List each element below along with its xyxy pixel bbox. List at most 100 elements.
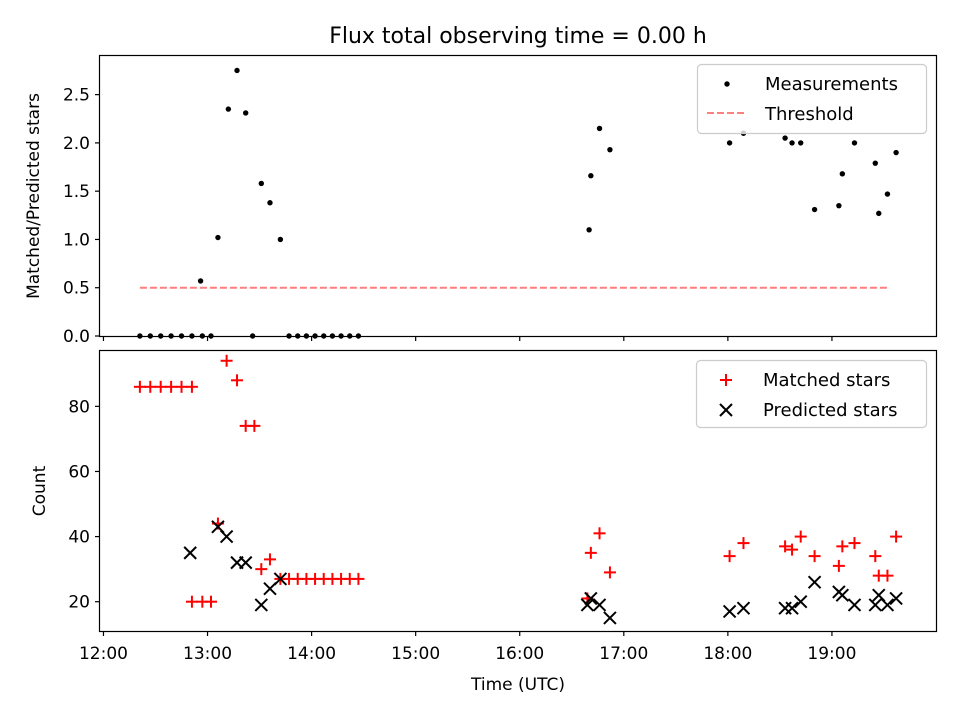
bottom-y-tick-label: 20 (68, 593, 90, 613)
matched-star-point (255, 563, 268, 576)
top-axes-frame (98, 54, 938, 338)
measurement-point (884, 191, 891, 197)
measurement-point (197, 278, 204, 284)
predicted-star-point (592, 598, 607, 612)
bottom-marks (133, 354, 903, 625)
predicted-star-point (722, 604, 737, 619)
bottom-y-tick-label: 80 (68, 397, 90, 417)
legend-matched-label: Matched stars (763, 370, 890, 391)
measurement-point (596, 125, 603, 132)
predicted-star-point (183, 546, 197, 560)
predicted-star-point (238, 555, 253, 570)
matched-star-point (220, 354, 233, 367)
predicted-star-point (584, 591, 598, 606)
predicted-star-point (794, 594, 808, 609)
measurement-point (607, 146, 613, 153)
measurement-point (242, 110, 249, 116)
matched-star-point (231, 374, 244, 387)
bottom-x-tick-label: 14:00 (287, 644, 336, 664)
matched-star-point (779, 540, 792, 553)
predicted-star-point (273, 572, 288, 586)
bottom-legend-box (695, 359, 928, 429)
matched-star-point (832, 559, 845, 572)
matched-star-point (165, 380, 178, 393)
measurement-point (851, 140, 858, 146)
matched-star-point (584, 546, 597, 559)
measurement-point (215, 234, 221, 241)
legend-threshold-label: Threshold (764, 104, 854, 125)
predicted-star-point (880, 598, 895, 612)
matched-star-point (786, 543, 799, 556)
predicted-star-point (254, 598, 269, 612)
top-y-tick-label: 1.5 (63, 182, 90, 202)
bottom-y-ticks: 20 40 60 80 (68, 397, 100, 613)
predicted-star-point (736, 601, 751, 615)
matched-star-point (205, 595, 218, 608)
matched-star-point (352, 572, 365, 585)
measurement-point (726, 140, 733, 146)
matched-star-point (144, 380, 157, 393)
top-y-tick-label: 0.5 (63, 279, 90, 299)
top-y-tick-label: 0.0 (63, 327, 90, 347)
legend-predicted-label: Predicted stars (763, 400, 897, 421)
bottom-x-tick-label: 17:00 (599, 644, 648, 664)
predicted-star-point (603, 611, 617, 625)
bottom-x-tick-label: 13:00 (183, 644, 232, 664)
measurement-point (782, 135, 788, 141)
matched-star-point (154, 380, 167, 393)
top-y-tick-label: 2.5 (63, 86, 90, 106)
measurement-point (872, 160, 878, 166)
matched-star-point (869, 550, 882, 563)
bottom-x-tick-label: 15:00 (391, 644, 440, 664)
matched-star-point (848, 537, 861, 550)
panel-top: 0.0 0.5 1.0 1.5 2.0 2.5 Matched/Predicted sta… (24, 54, 938, 347)
predicted-star-point (889, 591, 903, 606)
predicted-star-point (785, 601, 799, 615)
matched-star-point (175, 380, 188, 393)
top-legend-box (696, 63, 928, 135)
bottom-y-tick-label: 60 (68, 462, 90, 482)
bottom-legend: Matched stars Predicted stars (695, 359, 928, 429)
measurement-point (277, 236, 284, 243)
matched-star-point (185, 380, 198, 393)
bottom-x-tick-label: 16:00 (495, 644, 544, 664)
legend-matched-marker (720, 374, 732, 386)
predicted-star-point (219, 529, 234, 544)
top-y-tick-label: 2.0 (63, 134, 90, 154)
measurement-point (234, 67, 240, 74)
matched-star-point (737, 537, 750, 550)
predicted-star-point (835, 588, 850, 602)
measurement-point (836, 202, 842, 209)
predicted-star-point (580, 598, 595, 612)
matched-star-point (603, 566, 616, 579)
measurement-point (893, 149, 899, 156)
measurement-point (586, 227, 592, 233)
top-y-ticks: 0.0 0.5 1.0 1.5 2.0 2.5 (63, 86, 100, 347)
bottom-x-ticks: 12:00 13:00 14:00 15:00 16:00 17:00 18:00 19:00 (79, 631, 856, 664)
legend-measurements-marker (724, 81, 730, 87)
bottom-x-tick-label: 12:00 (79, 644, 128, 664)
legend-measurements-label: Measurements (765, 74, 898, 95)
bottom-axes-frame (98, 349, 938, 633)
measurement-point (839, 171, 846, 177)
matched-star-point (263, 553, 276, 566)
matched-star-point (723, 550, 736, 563)
predicted-star-point (263, 581, 277, 596)
measurement-point (798, 140, 804, 146)
bottom-x-tick-label: 19:00 (807, 644, 856, 664)
top-legend: Measurements Threshold (696, 63, 928, 135)
predicted-star-point (847, 598, 862, 612)
top-y-tick-label: 1.0 (63, 230, 90, 250)
matched-star-point (794, 530, 807, 543)
matched-star-point (808, 550, 821, 563)
bottom-y-axis-label: Count (30, 465, 50, 516)
predicted-star-point (868, 598, 883, 612)
matched-star-point (836, 540, 849, 553)
bottom-y-tick-label: 40 (68, 528, 90, 548)
measurement-point (225, 106, 232, 112)
legend-predicted-marker (719, 403, 733, 417)
bottom-x-tick-label: 18:00 (703, 644, 752, 664)
